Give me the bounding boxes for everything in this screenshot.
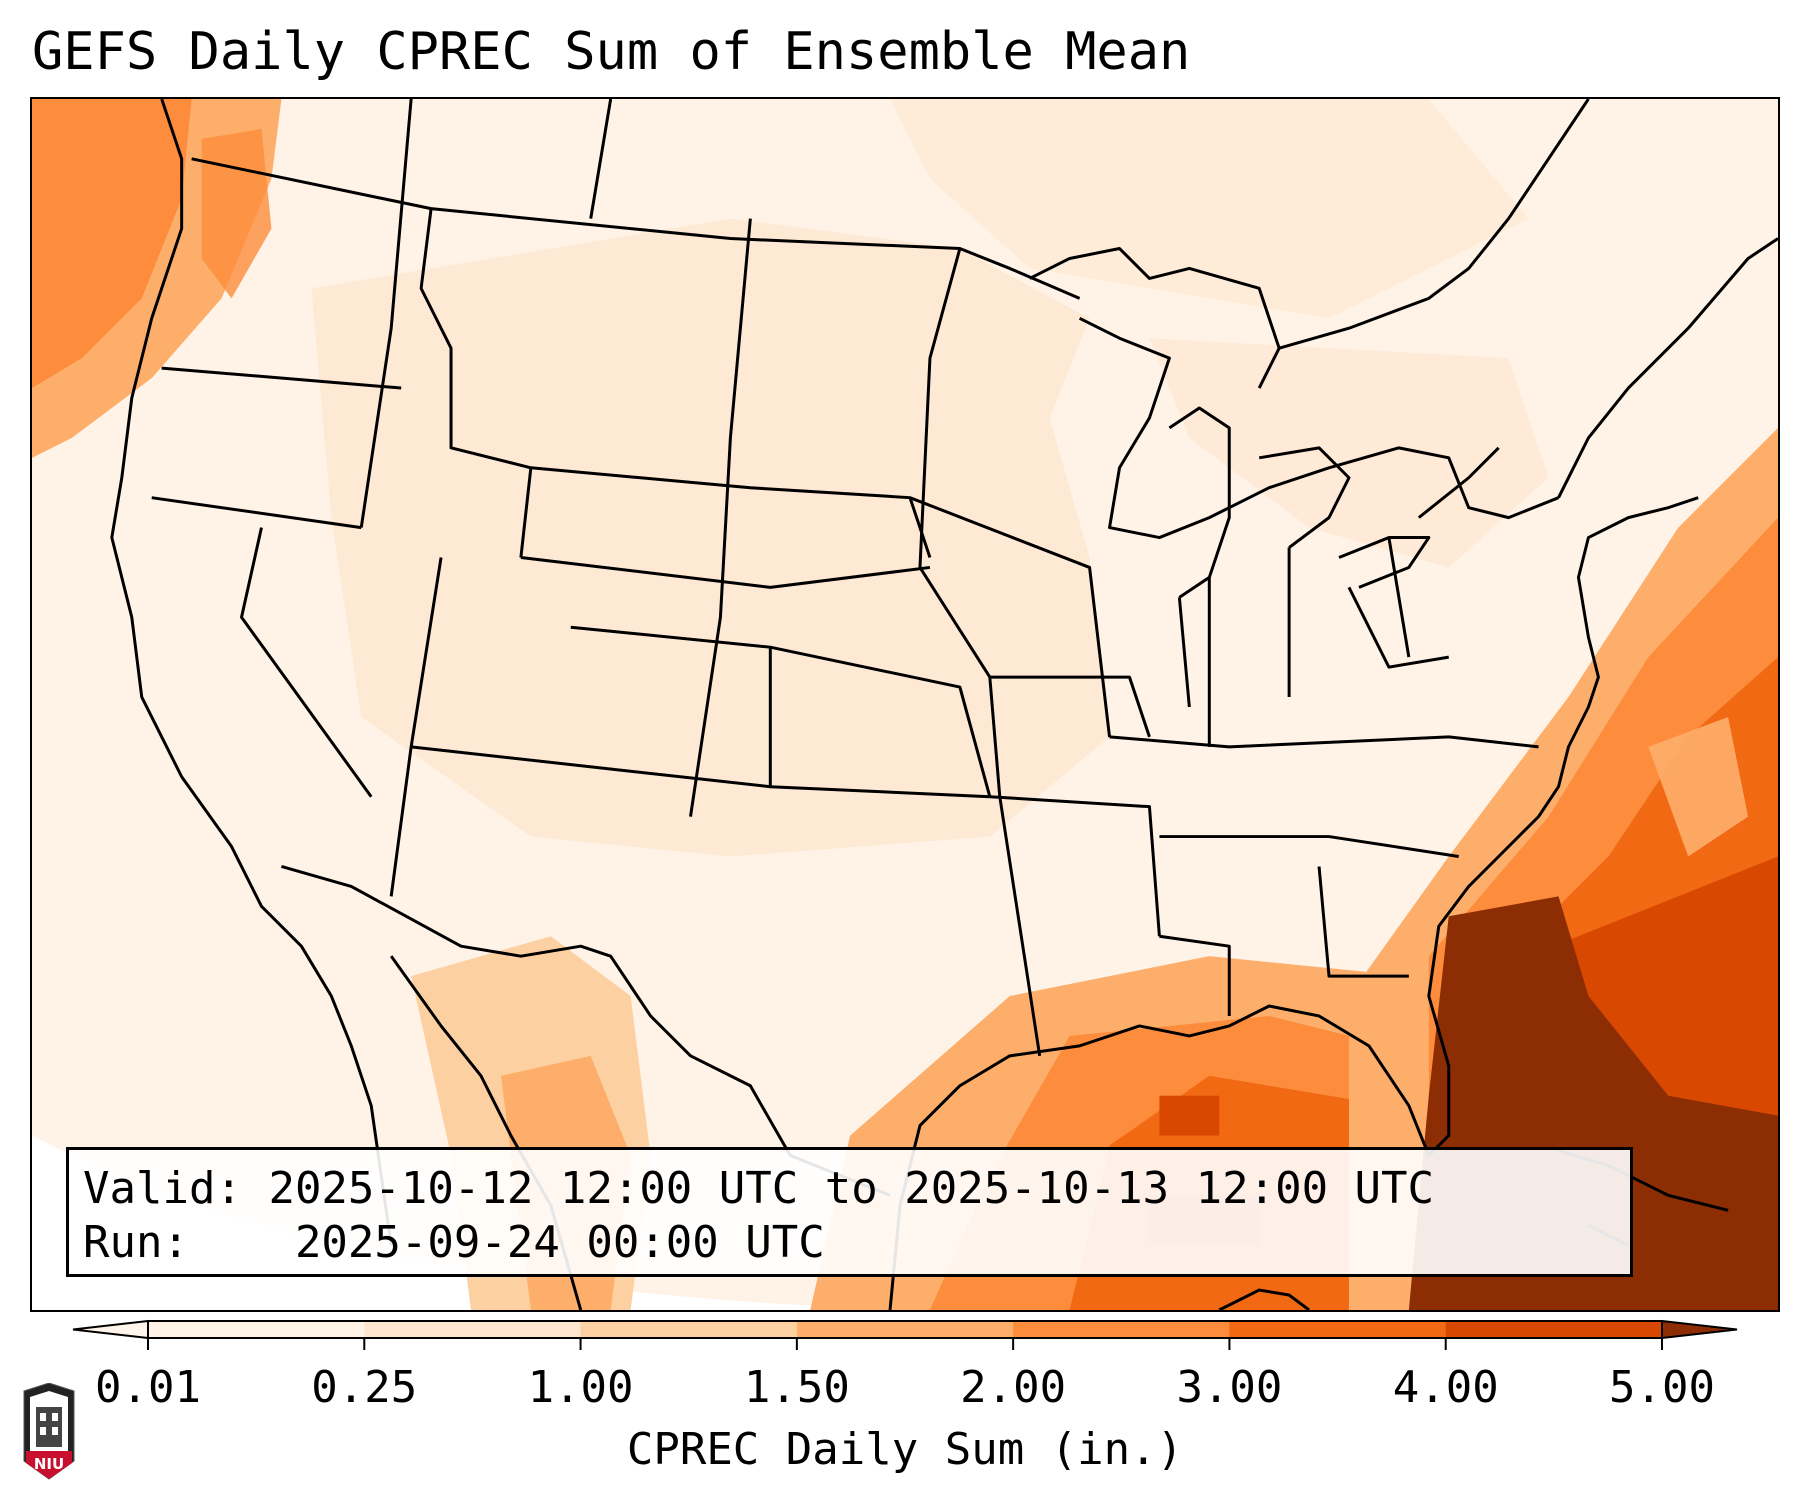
map-title: GEFS Daily CPREC Sum of Ensemble Mean bbox=[32, 22, 1191, 82]
colorbar-extend-under bbox=[72, 1319, 149, 1340]
map-canvas bbox=[32, 99, 1778, 1310]
colorbar-swatch bbox=[1229, 1321, 1447, 1338]
colorbar-swatch bbox=[364, 1321, 582, 1338]
colorbar-tick-label: 0.01 bbox=[95, 1362, 201, 1413]
colorbar-tick-label: 1.50 bbox=[744, 1362, 850, 1413]
colorbar-tick-label: 1.00 bbox=[528, 1362, 634, 1413]
colorbar-tick-label: 0.25 bbox=[311, 1362, 417, 1413]
valid-line: Valid: 2025-10-12 12:00 UTC to 2025-10-1… bbox=[83, 1162, 1630, 1216]
colorbar-swatch bbox=[580, 1321, 798, 1338]
valid-value: 2025-10-12 12:00 UTC to 2025-10-13 12:00… bbox=[268, 1163, 1435, 1214]
precipitation-map bbox=[30, 97, 1780, 1312]
colorbar-ticks: 0.01 0.25 1.00 1.50 2.00 3.00 4.00 5.00 bbox=[95, 1338, 1715, 1413]
niu-logo-icon: NIU bbox=[23, 1383, 75, 1480]
colorbar-swatch bbox=[148, 1321, 365, 1338]
valid-label: Valid: bbox=[83, 1163, 242, 1214]
colorbar-tick-label: 4.00 bbox=[1393, 1362, 1499, 1413]
run-line: Run: 2025-09-24 00:00 UTC bbox=[83, 1216, 1630, 1270]
colorbar-label: CPREC Daily Sum (in.) bbox=[627, 1424, 1183, 1475]
colorbar-swatches bbox=[72, 1319, 1738, 1340]
valid-run-info-box: Valid: 2025-10-12 12:00 UTC to 2025-10-1… bbox=[66, 1147, 1633, 1277]
niu-logo-text: NIU bbox=[34, 1455, 64, 1473]
colorbar-extend-over bbox=[1661, 1319, 1738, 1340]
colorbar-swatch bbox=[796, 1321, 1014, 1338]
colorbar-frame bbox=[147, 1320, 1663, 1339]
colorbar-swatch bbox=[1445, 1321, 1663, 1338]
colorbar: 0.01 0.25 1.00 1.50 2.00 3.00 4.00 5.00 CPREC D… bbox=[72, 1319, 1738, 1475]
run-value: 2025-09-24 00:00 UTC bbox=[294, 1217, 825, 1268]
colorbar-tick-label: 5.00 bbox=[1609, 1362, 1715, 1413]
run-label: Run: bbox=[83, 1217, 189, 1268]
colorbar-tick-label: 2.00 bbox=[960, 1362, 1066, 1413]
colorbar-swatch bbox=[1013, 1321, 1230, 1338]
colorbar-tick-label: 3.00 bbox=[1176, 1362, 1282, 1413]
